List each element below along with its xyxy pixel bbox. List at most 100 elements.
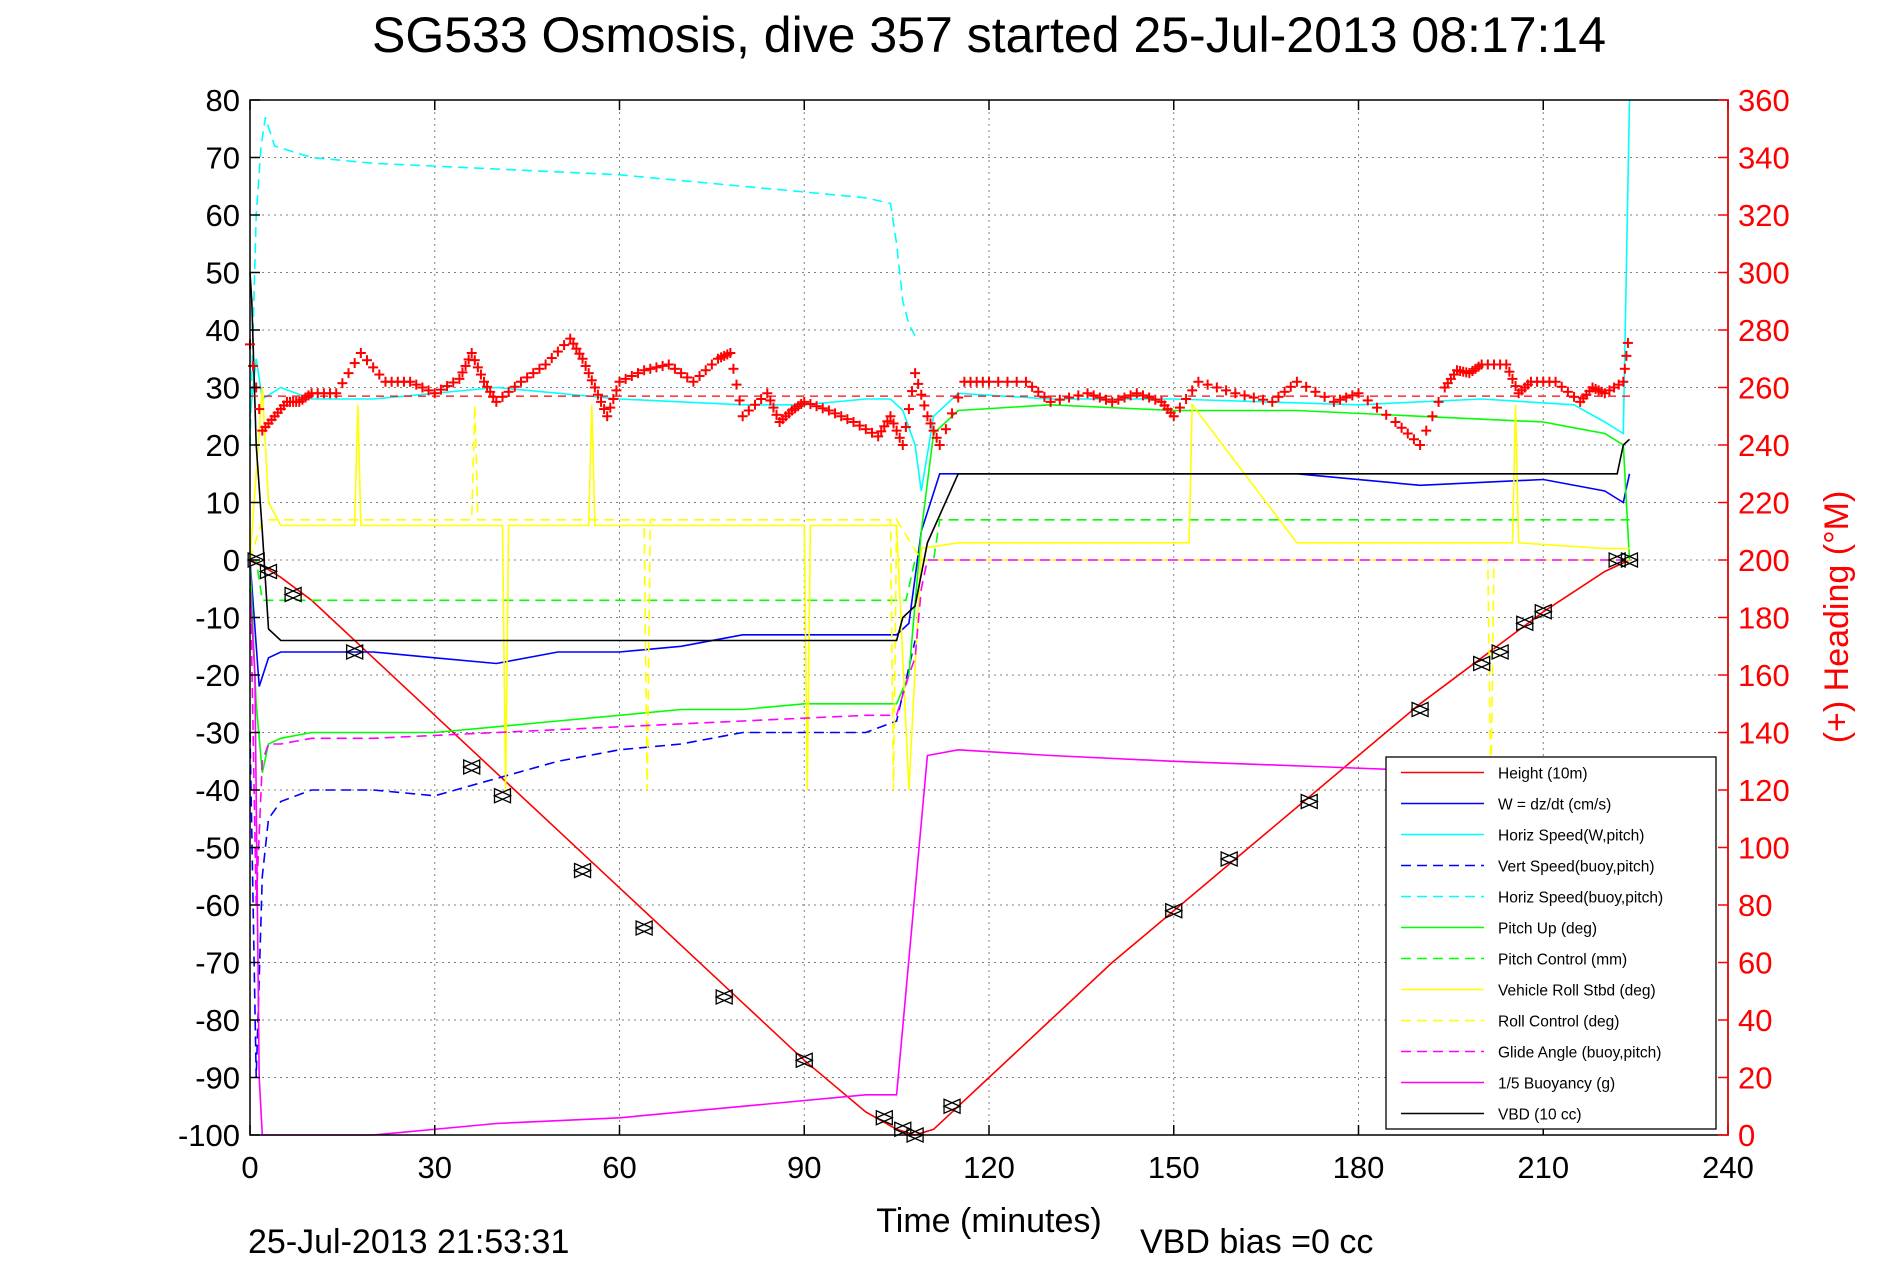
heading-marker — [1556, 381, 1567, 392]
heading-marker — [1396, 422, 1407, 433]
y2-tick-label: 340 — [1738, 141, 1790, 176]
series-line-5 — [249, 403, 1631, 773]
heading-marker — [1239, 390, 1250, 401]
depth-marker — [345, 644, 365, 660]
heading-marker — [460, 360, 471, 371]
heading-marker — [565, 333, 576, 344]
heading-marker — [574, 348, 585, 359]
y-tick-label: 60 — [206, 198, 240, 233]
heading-marker — [645, 363, 656, 374]
heading-marker — [479, 376, 490, 387]
heading-marker — [1335, 394, 1346, 405]
heading-marker — [362, 355, 373, 366]
y-tick-label: 80 — [206, 83, 240, 118]
y-tick-label: -40 — [195, 773, 240, 808]
heading-marker — [485, 386, 496, 397]
heading-marker — [1285, 381, 1296, 392]
heading-marker — [580, 360, 591, 371]
heading-marker — [876, 426, 887, 437]
heading-marker — [940, 424, 951, 435]
heading-marker — [1248, 392, 1259, 403]
heading-marker — [768, 402, 779, 413]
series-line-0 — [249, 559, 1630, 1136]
y-tick-label: 10 — [206, 486, 240, 521]
heading-marker — [614, 376, 625, 387]
legend-item: Horiz Speed(buoy,pitch) — [1401, 890, 1663, 907]
heading-marker — [799, 396, 810, 407]
heading-marker — [1020, 376, 1031, 387]
heading-marker — [1150, 394, 1161, 405]
heading-marker — [355, 348, 366, 358]
legend-item: VBD (10 cc) — [1401, 1107, 1582, 1124]
depth-markers — [246, 552, 1640, 1143]
heading-marker — [423, 385, 434, 396]
heading-marker — [472, 362, 483, 373]
heading-marker — [694, 371, 705, 381]
heading-marker — [497, 391, 508, 402]
heading-marker — [337, 378, 348, 389]
series-line-9 — [249, 559, 1630, 906]
footer-vbd-bias: VBD bias =0 cc — [1140, 1223, 1373, 1261]
series-line-4 — [249, 117, 916, 446]
heading-marker — [1039, 391, 1050, 402]
heading-marker — [725, 348, 736, 358]
heading-marker — [879, 421, 890, 432]
heading-marker — [706, 359, 717, 370]
heading-marker — [448, 377, 459, 388]
heading-marker — [817, 403, 828, 414]
series-line-11 — [249, 272, 1631, 642]
y-tick-label: -30 — [195, 716, 240, 751]
depth-marker — [1472, 655, 1492, 672]
heading-marker — [1622, 337, 1633, 348]
heading-marker — [663, 359, 674, 370]
y2-tick-label: 220 — [1738, 486, 1790, 521]
y2-tick-label: 100 — [1738, 831, 1790, 866]
legend-label: Pitch Control (mm) — [1498, 952, 1627, 969]
heading-marker — [475, 369, 486, 380]
heading-marker — [1088, 390, 1099, 401]
heading-marker — [1427, 411, 1438, 422]
heading-marker — [953, 392, 964, 403]
heading-marker — [676, 368, 687, 379]
y-tick-label: -80 — [195, 1003, 240, 1038]
heading-marker — [602, 411, 613, 422]
heading-marker — [488, 391, 499, 402]
legend-item: Horiz Speed(W,pitch) — [1401, 828, 1644, 845]
depth-marker — [1164, 902, 1184, 919]
legend-item: W = dz/dt (cm/s) — [1401, 797, 1611, 814]
legend-label: W = dz/dt (cm/s) — [1498, 797, 1611, 814]
heading-marker — [1408, 434, 1419, 445]
series-lines — [249, 99, 1636, 1136]
heading-marker — [1002, 376, 1013, 387]
heading-marker — [466, 348, 477, 358]
heading-marker — [620, 373, 631, 384]
y2-tick-label: 0 — [1738, 1118, 1755, 1153]
heading-marker — [586, 375, 597, 386]
heading-marker — [860, 424, 871, 435]
heading-marker — [891, 425, 902, 436]
heading-marker — [1125, 390, 1136, 401]
heading-marker — [349, 358, 360, 369]
heading-marker — [1174, 402, 1185, 413]
heading-marker — [605, 402, 616, 413]
y2-tick-label: 240 — [1738, 428, 1790, 463]
heading-marker — [882, 416, 893, 427]
depth-marker — [794, 1052, 814, 1069]
y2-tick-label: 20 — [1738, 1061, 1772, 1096]
depth-marker — [1490, 644, 1510, 660]
series-line-8 — [249, 404, 1630, 791]
heading-marker — [1550, 376, 1561, 387]
legend-item: Pitch Up (deg) — [1401, 921, 1597, 938]
heading-marker — [1027, 381, 1038, 392]
legend-label: Horiz Speed(buoy,pitch) — [1498, 890, 1663, 907]
heading-marker — [910, 368, 921, 379]
heading-marker — [743, 405, 754, 416]
heading-marker — [1144, 392, 1155, 403]
depth-marker — [1607, 552, 1627, 568]
y-tick-label: -70 — [195, 946, 240, 981]
legend-item: Height (10m) — [1401, 766, 1588, 783]
legend-box — [1385, 756, 1717, 1130]
x-tick-label: 150 — [1148, 1150, 1200, 1185]
heading-marker — [888, 418, 899, 429]
legend-item: Vehicle Roll Stbd (deg) — [1401, 983, 1656, 1000]
